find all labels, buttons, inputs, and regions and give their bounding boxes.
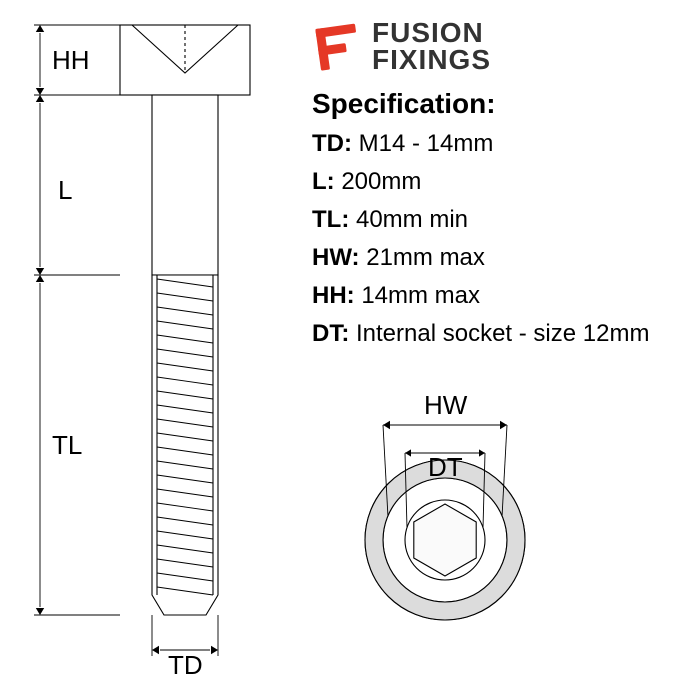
spec-item: TL: 40mm min: [312, 206, 692, 234]
spec-item: DT: Internal socket - size 12mm: [312, 320, 692, 348]
spec-item: TD: M14 - 14mm: [312, 130, 692, 158]
label-l: L: [58, 175, 72, 206]
label-td: TD: [168, 650, 203, 681]
label-hh: HH: [52, 45, 90, 76]
brand-word-1: FUSION: [372, 20, 491, 47]
spec-item: L: 200mm: [312, 168, 692, 196]
spec-item: HW: 21mm max: [312, 244, 692, 272]
spec-block: Specification: TD: M14 - 14mm L: 200mm TL:…: [312, 88, 692, 348]
bolt-top-view: [300, 370, 660, 700]
brand-logo: FUSION FIXINGS: [312, 20, 491, 74]
label-tl: TL: [52, 430, 82, 461]
label-hw: HW: [424, 390, 467, 421]
logo-icon: [312, 20, 366, 74]
brand-word-2: FIXINGS: [372, 47, 491, 74]
spec-title: Specification:: [312, 88, 692, 120]
diagram-canvas: FUSION FIXINGS Specification: TD: M14 - …: [0, 0, 700, 700]
bolt-side-view: [0, 0, 300, 700]
spec-item: HH: 14mm max: [312, 282, 692, 310]
label-dt: DT: [428, 452, 463, 483]
